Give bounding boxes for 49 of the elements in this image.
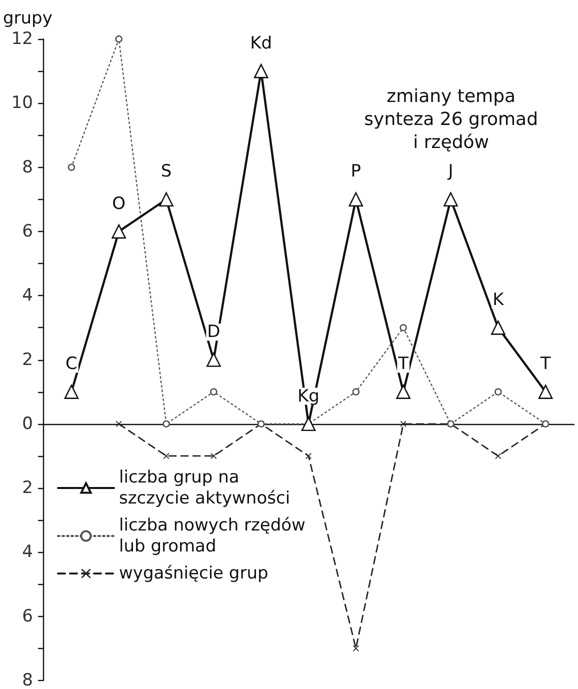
point [159, 192, 174, 207]
legend-label: wygaśnięcie grup [119, 564, 268, 584]
point [115, 35, 123, 43]
x-tick-label: C [66, 354, 78, 374]
x-tick-label: K [492, 290, 505, 310]
y-tick-label: 6 [22, 221, 33, 242]
x-tick-label: D [207, 322, 220, 342]
y-tick-label: 6 [22, 606, 33, 626]
point [116, 420, 122, 427]
point [254, 64, 268, 78]
y-tick-label: 12 [11, 29, 33, 49]
annotation: zmiany tempa synteza 26 gromad i rzędów [364, 86, 538, 153]
x-tick-label: Kg [298, 386, 320, 406]
x-tick-label: Kd [250, 33, 272, 54]
point [210, 388, 218, 396]
point [400, 420, 406, 427]
point [206, 352, 221, 367]
x-tick-label: O [112, 194, 126, 214]
x-tick-label: T [397, 354, 410, 374]
point [494, 388, 502, 396]
y-tick-label: 2 [22, 478, 33, 498]
legend-label: liczba nowych rzędów lub gromad [119, 516, 306, 556]
x-tick-label: T [539, 354, 552, 374]
y-tick-label: 10 [11, 93, 33, 114]
y-tick-label: 4 [22, 286, 33, 306]
point [352, 388, 360, 396]
y-tick-label: 2 [22, 350, 33, 370]
point [162, 420, 170, 428]
y-tick-label: 0 [22, 414, 33, 434]
point [352, 645, 359, 652]
point [538, 384, 553, 399]
y-tick-label: 8 [22, 670, 33, 689]
point [68, 164, 76, 171]
point [396, 384, 410, 399]
y-tick-label: 8 [22, 157, 33, 178]
point [64, 384, 79, 399]
x-tick-label: S [160, 162, 172, 182]
legend-label: liczba grup na szczycie aktywności [119, 468, 290, 508]
x-tick-label: J [447, 162, 454, 182]
point [112, 224, 126, 239]
point [306, 452, 312, 459]
point [490, 320, 506, 335]
point [400, 324, 407, 332]
x-tick-label: P [350, 162, 362, 182]
point [444, 192, 458, 207]
y-axis-title: grupy [3, 8, 52, 28]
point [348, 192, 364, 207]
y-tick-label: 4 [22, 542, 33, 562]
point [301, 416, 316, 432]
